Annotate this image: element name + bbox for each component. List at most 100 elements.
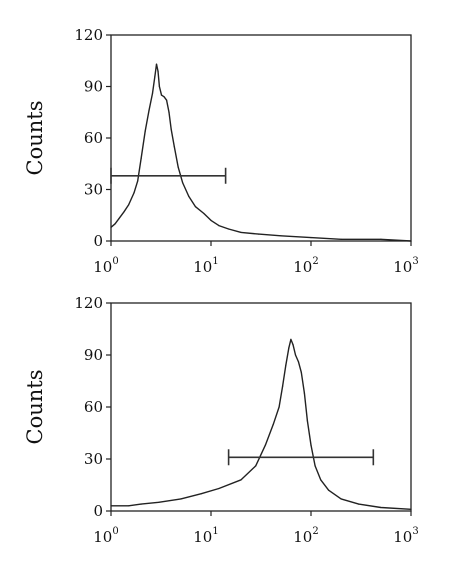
histogram-point [410,508,412,510]
histogram-point [188,195,190,197]
histogram-point [340,238,342,240]
y-tick-label: 0 [93,232,103,250]
histogram-point [133,192,135,194]
histogram-point [255,465,257,467]
histogram-point [182,182,184,184]
histogram-point [151,92,154,94]
y-tick-label: 30 [84,181,103,199]
histogram-point [264,444,266,446]
x-tick-base: 10 [93,258,112,276]
x-tick-base: 10 [193,258,212,276]
histogram-point [173,146,175,148]
histogram-point [258,233,260,235]
histogram-point [154,75,156,77]
histogram-point [310,444,312,446]
histogram-point [218,225,220,227]
histogram-point [140,158,142,160]
x-tick-label: 103 [393,526,418,546]
histogram-point [290,338,292,340]
x-tick-label: 101 [193,256,218,276]
histogram-point [306,420,308,422]
plot-frame [110,302,412,512]
histogram-point [203,212,205,215]
histogram-point [240,479,242,481]
x-tick-label: 102 [293,256,318,276]
histogram-point [177,166,179,168]
histogram-point [303,392,305,394]
y-tick-label: 90 [84,78,103,96]
histogram-point [194,206,197,208]
x-tick-label: 101 [193,526,218,546]
histogram-point [155,63,158,65]
y-tick-label: 0 [93,502,103,520]
x-tick-base: 10 [393,528,412,546]
histogram-point [170,128,172,130]
histogram-point [280,235,282,237]
histogram-point [240,231,242,233]
x-tick-base: 10 [93,528,112,546]
histogram-point [340,498,342,500]
histogram-point [180,498,182,500]
histogram-point [380,238,382,240]
histogram-point [144,130,146,132]
histogram-point [158,85,160,88]
x-tick-exponent: 0 [112,526,118,537]
x-tick-base: 10 [193,528,212,546]
x-tick-exponent: 1 [212,526,218,537]
histogram-point [114,223,116,225]
histogram-point [160,94,163,96]
x-tick-exponent: 0 [112,256,118,267]
histogram-point [380,506,382,509]
y-tick-label: 120 [74,26,103,44]
x-tick-exponent: 2 [312,526,318,537]
histogram-point [297,361,300,363]
histogram-point [282,385,284,387]
histogram-series-line [110,63,412,242]
histogram-point [288,347,290,349]
histogram-point [278,406,280,408]
histogram-point [300,371,302,373]
y-axis-title: Counts [23,370,47,445]
y-tick-label: 120 [74,294,103,312]
histogram-point [328,489,330,491]
histogram-point [292,344,294,346]
histogram-point [123,211,125,213]
histogram-point [410,240,412,242]
histogram-point [218,487,220,490]
histogram-point [166,99,168,101]
histogram-point [157,70,159,72]
histogram-point [200,493,202,495]
histogram-point [148,109,150,112]
histogram-point [137,180,139,182]
y-tick-label: 60 [84,398,103,416]
histogram-point [118,218,120,220]
x-tick-exponent: 1 [212,256,218,267]
x-tick-base: 10 [393,258,412,276]
y-axis-title: Counts [23,101,47,176]
x-tick-exponent: 3 [412,256,418,267]
histogram-series-line [111,338,412,510]
histogram-point [210,219,212,221]
x-tick-label: 102 [293,526,318,546]
x-tick-label: 103 [393,256,418,276]
histogram-point [314,465,316,467]
x-tick-label: 100 [93,256,118,276]
histogram-point [128,204,130,206]
x-tick-base: 10 [293,258,312,276]
histogram-point [285,364,287,366]
histogram-point [272,423,274,425]
y-tick-label: 30 [84,450,103,468]
x-tick-exponent: 2 [312,256,318,267]
y-tick-label: 90 [84,346,103,364]
histogram-point [128,505,130,507]
y-tick-label: 60 [84,129,103,147]
histogram-point [163,96,165,98]
x-tick-label: 100 [93,526,118,546]
histogram-point [294,354,297,356]
histogram-point [228,228,230,230]
histogram-point [140,503,142,505]
histogram-point [320,479,322,481]
histogram-point [168,111,170,113]
